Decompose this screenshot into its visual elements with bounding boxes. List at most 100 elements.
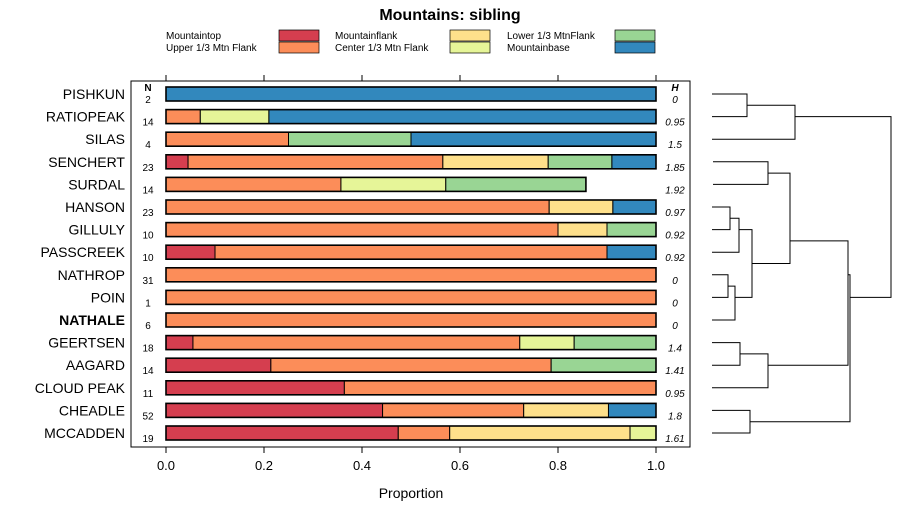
row-label: HANSON <box>65 199 125 215</box>
x-tick-label: 1.0 <box>647 458 665 473</box>
row-h: 1.5 <box>668 140 682 151</box>
bar-row: NATHROP 31 0 <box>58 267 679 287</box>
x-tick-label: 0.8 <box>549 458 567 473</box>
dendrogram <box>712 93 892 434</box>
row-n: 6 <box>145 321 151 332</box>
row-n: 52 <box>142 411 154 422</box>
legend-swatch <box>614 29 656 42</box>
bar-row: CLOUD PEAK 11 0.95 <box>35 380 685 400</box>
bar-row: SENCHERT 23 1.85 <box>48 154 685 174</box>
bar-segment <box>165 244 216 260</box>
dendrogram-link <box>712 274 729 298</box>
chart-title: Mountains: sibling <box>379 7 520 24</box>
row-h: 1.4 <box>668 344 682 355</box>
bar-segment <box>192 335 521 351</box>
bar-row: PISHKUN 2 0 <box>63 86 678 106</box>
row-label: POIN <box>91 289 125 305</box>
bar-segment <box>270 357 552 373</box>
dendrogram-link <box>712 206 731 231</box>
row-h: 0.92 <box>665 231 685 242</box>
bar-segment <box>573 335 657 351</box>
bar-row: AAGARD 14 1.41 <box>66 357 685 377</box>
bar-outline <box>165 86 657 102</box>
bar-segment <box>165 312 657 328</box>
bar-segment <box>165 176 342 192</box>
legend-swatch <box>278 41 320 54</box>
bar-segment <box>449 425 631 441</box>
bar-segment <box>165 154 189 170</box>
bar-outline <box>165 402 657 419</box>
x-tick-label: 0.6 <box>451 458 469 473</box>
dendrogram-link <box>752 172 791 264</box>
bar-outline <box>165 131 657 147</box>
x-axis: 0.0 0.2 0.4 0.6 0.8 1.0 <box>157 75 665 473</box>
bar-segment <box>165 425 399 441</box>
legend-swatch <box>278 29 320 42</box>
dendrogram-link <box>712 285 736 321</box>
bar-segment <box>606 222 657 238</box>
row-label: SILAS <box>85 131 125 147</box>
legend-label: Mountaintop <box>166 31 221 42</box>
bar-segment <box>397 425 451 441</box>
bar-segment <box>629 425 657 441</box>
row-n: 10 <box>142 231 154 242</box>
dendrogram-link <box>735 229 753 298</box>
legend-label: Mountainbase <box>507 43 570 54</box>
bar-segment <box>165 109 201 125</box>
bar-segment <box>165 86 657 102</box>
bar-outline <box>165 379 657 396</box>
row-n: 14 <box>142 366 154 377</box>
h-column-header: H <box>671 83 679 94</box>
bar-segment <box>268 109 657 125</box>
bar-outline <box>165 266 657 283</box>
bar-row: CHEADLE 52 1.8 <box>59 402 683 422</box>
row-h: 1.41 <box>665 366 684 377</box>
bar-segment <box>199 109 270 125</box>
bar-row: RATIOPEAK 14 0.95 <box>46 109 685 129</box>
row-h: 1.92 <box>665 185 685 196</box>
row-h: 0.92 <box>665 253 685 264</box>
row-h: 1.85 <box>665 163 685 174</box>
row-label: RATIOPEAK <box>46 109 126 125</box>
row-h: 1.61 <box>665 434 684 445</box>
legend-label: Lower 1/3 MtnFlank <box>507 31 596 42</box>
plot-frame <box>130 80 691 448</box>
x-tick-label: 0.2 <box>255 458 273 473</box>
x-tick-label: 0.4 <box>353 458 371 473</box>
row-h: 0.97 <box>665 208 685 219</box>
n-column-header: N <box>144 83 151 94</box>
bar-outline <box>165 108 657 125</box>
row-n: 31 <box>142 276 154 287</box>
bar-segment <box>165 131 289 147</box>
bar-segment <box>523 402 609 418</box>
row-h: 0 <box>672 276 678 287</box>
row-h: 0.95 <box>665 118 685 129</box>
row-label: AAGARD <box>66 357 125 373</box>
row-n: 19 <box>142 434 154 445</box>
dendrogram-link <box>713 161 769 185</box>
row-h: 0 <box>672 95 678 106</box>
legend-label: Upper 1/3 Mtn Flank <box>166 43 258 54</box>
bar-segment <box>343 380 657 396</box>
row-n: 2 <box>145 95 151 106</box>
legend-label: Mountainflank <box>335 31 398 42</box>
bar-row: PASSCREEK 10 0.92 <box>40 244 685 264</box>
legend-label: Center 1/3 Mtn Flank <box>335 43 429 54</box>
row-label: SURDAL <box>68 176 125 192</box>
row-label: MCCADDEN <box>44 425 125 441</box>
bar-row: SILAS 4 1.5 <box>85 131 682 151</box>
row-h: 0.95 <box>665 389 685 400</box>
bar-segment <box>557 222 608 238</box>
row-h: 1.8 <box>668 411 682 422</box>
dendrogram-link <box>712 93 748 118</box>
bar-segment <box>288 131 412 147</box>
bar-row: NATHALE 6 0 <box>59 312 678 332</box>
rows: PISHKUN 2 0 RATIOPEAK 14 0.95 SILAS 4 1.5 SENCHER… <box>35 86 685 445</box>
dendrogram-link <box>712 342 741 366</box>
bar-outline <box>165 244 657 260</box>
bar-outline <box>165 357 657 374</box>
legend-swatch <box>614 41 656 54</box>
bar-row: SURDAL 14 1.92 <box>68 176 685 196</box>
dendrogram-link <box>712 353 769 389</box>
bar-segment <box>165 402 384 418</box>
